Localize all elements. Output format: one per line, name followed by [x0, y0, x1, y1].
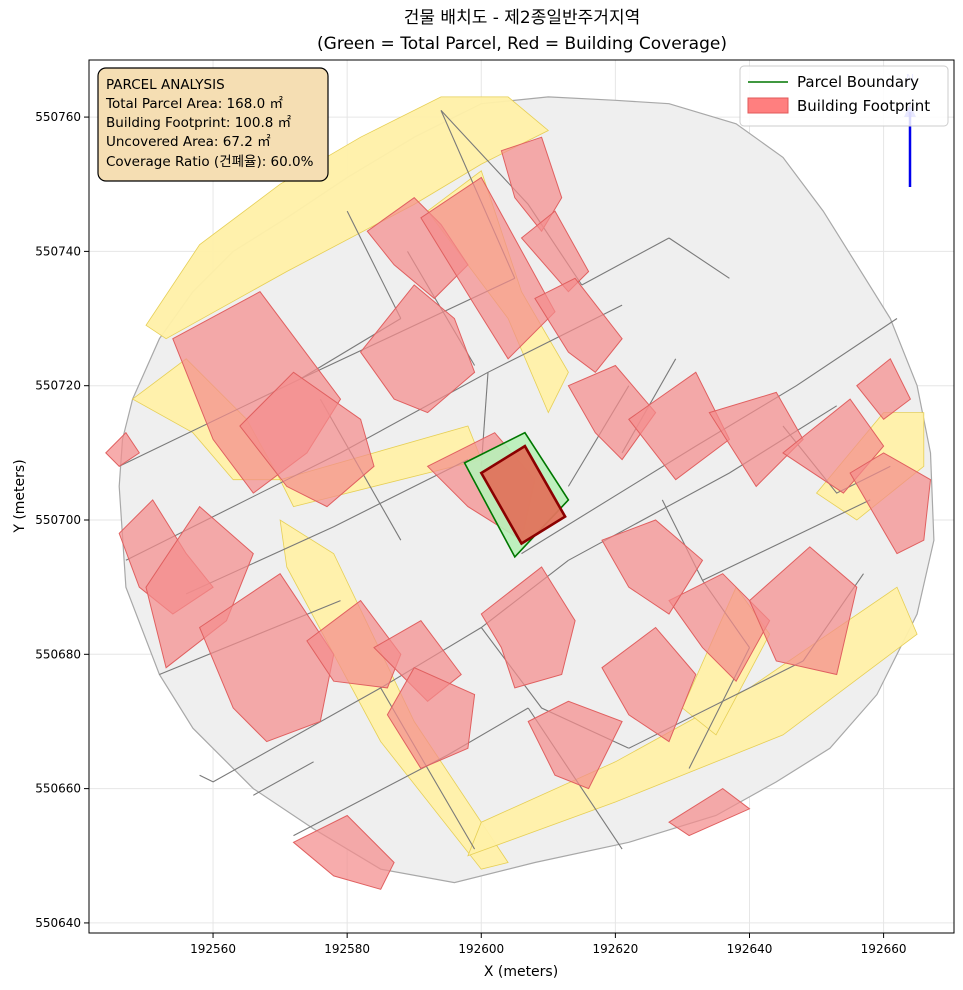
legend-patch-swatch [747, 97, 789, 114]
parcel-line [253, 761, 314, 796]
x-tick-label: 192640 [727, 942, 773, 956]
x-tick-label: 192660 [861, 942, 907, 956]
target-building-footprint [479, 444, 567, 546]
building-footprint [601, 626, 697, 743]
y-tick-label: 550760 [35, 110, 81, 124]
building-footprint [856, 358, 912, 420]
info-line: Building Footprint: 100.8 ㎡ [106, 115, 292, 131]
parcel-line [346, 210, 402, 319]
building-footprint [527, 700, 623, 790]
building-footprint [386, 667, 476, 770]
building-layer [105, 136, 932, 890]
x-tick-label: 192580 [324, 942, 370, 956]
chart-title-line1: 건물 배치도 - 제2종일반주거지역 [404, 8, 640, 28]
building-footprint [145, 505, 254, 669]
building-footprint [292, 814, 395, 890]
x-axis-title: X (meters) [484, 964, 558, 980]
x-tick-label: 192620 [592, 942, 638, 956]
parcel-line [581, 237, 670, 286]
building-footprint [601, 519, 704, 615]
parcel-analysis-box: PARCEL ANALYSIS Total Parcel Area: 168.0… [97, 67, 329, 182]
y-tick-label: 550680 [35, 647, 81, 661]
info-line: Uncovered Area: 67.2 ㎡ [106, 134, 271, 150]
building-footprint [306, 599, 402, 689]
parcel-line [702, 499, 871, 581]
plot-frame [88, 59, 955, 934]
y-tick-label: 550640 [35, 916, 81, 930]
building-footprint [748, 546, 858, 676]
building-footprint [420, 176, 556, 360]
building-footprint [198, 573, 335, 743]
building-footprint [668, 573, 771, 683]
axis-ticks: 192560 192580 192600 192620 192640 192660 5506… [35, 110, 906, 956]
building-footprint [520, 210, 590, 293]
y-tick-label: 550720 [35, 379, 81, 393]
info-line: PARCEL ANALYSIS [106, 77, 225, 93]
y-tick-label: 550740 [35, 244, 81, 258]
legend: Parcel Boundary Building Footprint [739, 65, 949, 127]
building-footprint [534, 277, 623, 373]
road-polygon [279, 519, 509, 870]
info-line: Total Parcel Area: 168.0 ㎡ [105, 96, 283, 112]
y-tick-label: 550700 [35, 513, 81, 527]
building-footprint [849, 452, 932, 555]
y-tick-label: 550660 [35, 782, 81, 796]
building-footprint [239, 371, 375, 508]
building-footprint [359, 284, 476, 414]
building-footprint [668, 787, 751, 837]
legend-label: Parcel Boundary [797, 73, 919, 91]
target-parcel-layer [463, 431, 570, 559]
building-footprint [105, 431, 140, 467]
legend-label: Building Footprint [797, 97, 930, 115]
building-footprint [567, 364, 657, 461]
building-footprint [480, 566, 576, 689]
parcel-line [568, 405, 837, 561]
info-line: Coverage Ratio (건폐율): 60.0% [106, 154, 314, 170]
parcel-line [668, 237, 730, 279]
x-tick-label: 192600 [458, 942, 504, 956]
chart-title-line2: (Green = Total Parcel, Red = Building Co… [317, 34, 727, 54]
y-axis-title: Y (meters) [12, 459, 28, 533]
x-tick-label: 192560 [190, 942, 236, 956]
